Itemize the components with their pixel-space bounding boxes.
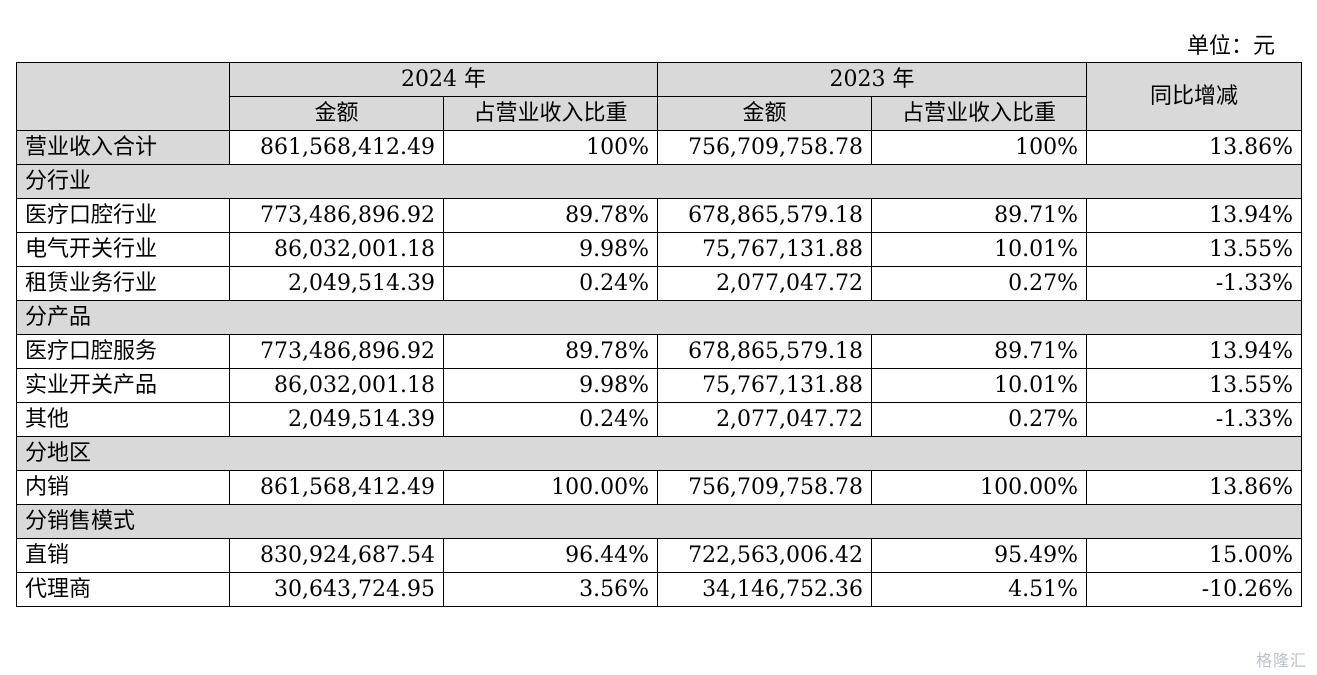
table-row: 电气开关行业 86,032,001.18 9.98% 75,767,131.88 10.… (16, 232, 1303, 267)
header-sub-row: 金额 占营业收入比重 金额 占营业收入比重 (17, 96, 1302, 131)
cell-amt-2023: 678,865,579.18 (657, 198, 873, 233)
row-label: 实业开关产品 (16, 368, 230, 403)
cell-amt-2024: 830,924,687.54 (229, 538, 444, 573)
total-row: 营业收入合计 861,568,412.49 100% 756,709,758.7… (16, 130, 1303, 165)
cell-amt-2023: 34,146,752.36 (657, 572, 873, 607)
row-label: 医疗口腔服务 (16, 334, 230, 369)
row-label: 内销 (16, 470, 230, 505)
unit-label: 单位：元 (1186, 34, 1275, 59)
cell-amt-2024: 2,049,514.39 (229, 402, 444, 437)
row-label: 租赁业务行业 (16, 266, 230, 301)
table-row: 内销 861,568,412.49 100.00% 756,709,758.78 100… (16, 470, 1303, 505)
table-row: 医疗口腔服务 773,486,896.92 89.78% 678,865,579.18… (16, 334, 1303, 369)
cell-yoy: -1.33% (1086, 402, 1303, 437)
table-row: 代理商 30,643,724.95 3.56% 34,146,752.36 4.51% -… (16, 572, 1303, 607)
header-corner-cell (16, 62, 230, 131)
cell-pct-2024: 100.00% (442, 470, 659, 505)
total-pct-2024: 100% (442, 130, 659, 165)
cell-pct-2023: 89.71% (871, 198, 1088, 233)
cell-pct-2024: 9.98% (442, 232, 659, 267)
table-row: 直销 830,924,687.54 96.44% 722,563,006.42 95.4… (16, 538, 1303, 573)
cell-yoy: 13.86% (1086, 470, 1303, 505)
cell-amt-2024: 86,032,001.18 (229, 232, 444, 267)
cell-pct-2024: 89.78% (442, 334, 659, 369)
header-year-row: 2024 年 2023 年 同比增减 (16, 62, 1303, 131)
cell-amt-2023: 75,767,131.88 (657, 232, 873, 267)
cell-pct-2024: 0.24% (442, 402, 659, 437)
cell-pct-2023: 10.01% (871, 232, 1088, 267)
cell-pct-2024: 96.44% (442, 538, 659, 573)
cell-yoy: 13.94% (1086, 198, 1303, 233)
revenue-table: 2024 年 2023 年 同比增减 金额 占营业收入比重 金额 占营业收入比重… (15, 62, 1303, 607)
table-row: 实业开关产品 86,032,001.18 9.98% 75,767,131.88 10.… (16, 368, 1303, 403)
cell-amt-2023: 75,767,131.88 (657, 368, 873, 403)
cell-yoy: 13.94% (1086, 334, 1303, 369)
cell-amt-2024: 773,486,896.92 (229, 198, 444, 233)
section-title: 分产品 (15, 300, 1303, 335)
cell-pct-2023: 0.27% (871, 402, 1088, 437)
cell-pct-2023: 0.27% (871, 266, 1088, 301)
total-amt-2023: 756,709,758.78 (657, 130, 873, 165)
header-amount-2023: 金额 (657, 96, 873, 131)
cell-amt-2024: 86,032,001.18 (229, 368, 444, 403)
cell-pct-2024: 3.56% (442, 572, 659, 607)
total-label: 营业收入合计 (16, 130, 230, 165)
cell-yoy: -1.33% (1086, 266, 1303, 301)
cell-amt-2023: 756,709,758.78 (657, 470, 873, 505)
row-label: 代理商 (16, 572, 230, 607)
total-yoy: 13.86% (1086, 130, 1303, 165)
section-title: 分销售模式 (15, 504, 1303, 539)
header-yoy: 同比增减 (1086, 62, 1303, 131)
total-pct-2023: 100% (871, 130, 1088, 165)
cell-amt-2023: 678,865,579.18 (657, 334, 873, 369)
cell-pct-2023: 4.51% (871, 572, 1088, 607)
cell-yoy: 15.00% (1086, 538, 1303, 573)
table-row: 租赁业务行业 2,049,514.39 0.24% 2,077,047.72 0.27%… (16, 266, 1303, 301)
cell-amt-2023: 722,563,006.42 (657, 538, 873, 573)
cell-pct-2024: 9.98% (442, 368, 659, 403)
cell-amt-2024: 861,568,412.49 (229, 470, 444, 505)
row-label: 其他 (16, 402, 230, 437)
cell-amt-2023: 2,077,047.72 (657, 266, 873, 301)
cell-pct-2023: 95.49% (871, 538, 1088, 573)
cell-amt-2023: 2,077,047.72 (657, 402, 873, 437)
cell-pct-2023: 89.71% (871, 334, 1088, 369)
section-title: 分行业 (15, 164, 1303, 199)
table-row: 医疗口腔行业 773,486,896.92 89.78% 678,865,579.18… (16, 198, 1303, 233)
cell-amt-2024: 30,643,724.95 (229, 572, 444, 607)
header-share-2023: 占营业收入比重 (871, 96, 1088, 131)
cell-pct-2023: 100.00% (871, 470, 1088, 505)
section-header-row: 分地区 (15, 436, 1303, 471)
cell-pct-2024: 0.24% (442, 266, 659, 301)
cell-amt-2024: 773,486,896.92 (229, 334, 444, 369)
cell-amt-2024: 2,049,514.39 (229, 266, 444, 301)
total-amt-2024: 861,568,412.49 (229, 130, 444, 165)
section-header-row: 分产品 (15, 300, 1303, 335)
header-amount-2024: 金额 (229, 96, 444, 131)
header-share-2024: 占营业收入比重 (442, 96, 659, 131)
row-label: 医疗口腔行业 (16, 198, 230, 233)
row-label: 电气开关行业 (16, 232, 230, 267)
cell-yoy: -10.26% (1086, 572, 1303, 607)
row-label: 直销 (16, 538, 230, 573)
cell-yoy: 13.55% (1086, 232, 1303, 267)
section-header-row: 分销售模式 (15, 504, 1303, 539)
watermark-logo: 格隆汇 (1255, 651, 1307, 670)
section-title: 分地区 (15, 436, 1303, 471)
header-2023: 2023 年 (657, 62, 1088, 97)
header-2024: 2024 年 (228, 62, 659, 97)
cell-yoy: 13.55% (1086, 368, 1303, 403)
cell-pct-2023: 10.01% (871, 368, 1088, 403)
cell-pct-2024: 89.78% (442, 198, 659, 233)
section-header-row: 分行业 (15, 164, 1303, 199)
table-row: 其他 2,049,514.39 0.24% 2,077,047.72 0.27% -1.3… (16, 402, 1303, 437)
